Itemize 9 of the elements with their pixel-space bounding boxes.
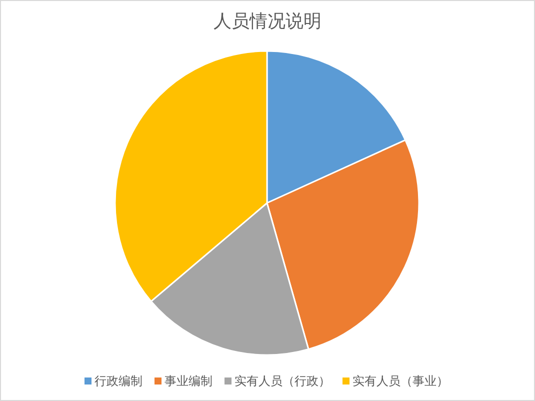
pie-slice xyxy=(266,50,406,204)
pie-slice xyxy=(150,202,310,356)
legend-label: 事业编制 xyxy=(164,374,212,388)
pie-slice xyxy=(114,50,268,302)
legend-label: 实有人员（事业） xyxy=(352,374,448,388)
pie-slice xyxy=(266,139,420,350)
legend-label: 实有人员（行政） xyxy=(234,374,330,388)
legend-label: 行政编制 xyxy=(94,374,142,388)
chart-title: 人员情况说明 xyxy=(214,11,322,32)
